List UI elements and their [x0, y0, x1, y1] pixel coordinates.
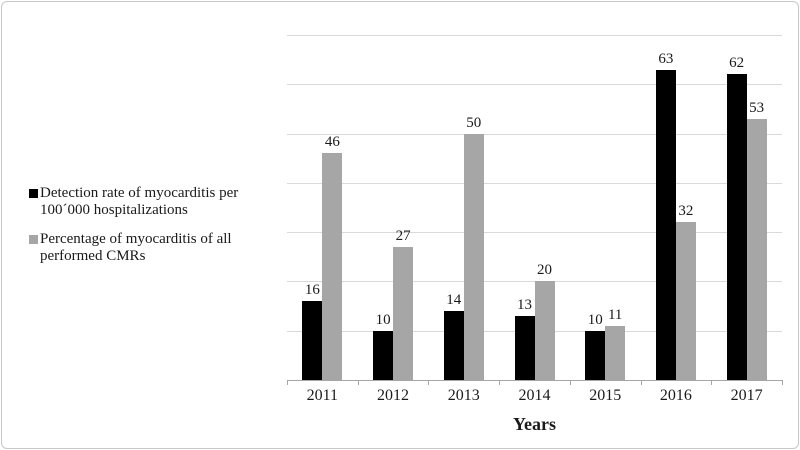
bar-value-label-series1-2013: 14	[446, 292, 462, 308]
bar-value-label-series1-2011: 16	[304, 282, 320, 299]
bar-series2-2013	[463, 133, 484, 380]
x-axis-tick	[428, 380, 430, 385]
x-axis-label-2016: 2016	[659, 387, 692, 404]
legend-item-2: Percentage of myocarditis of all perform…	[29, 231, 279, 265]
x-axis-label-2017: 2017	[730, 387, 763, 404]
x-axis-tick	[569, 380, 571, 385]
bar-value-label-series1-2014: 13	[517, 296, 532, 313]
bar-series2-2015	[605, 325, 626, 380]
bar-series1-2013	[443, 311, 464, 380]
bar-value-label-series2-2017: 53	[749, 99, 765, 116]
bar-value-label-series1-2015: 10	[587, 311, 603, 328]
x-axis-label-2012: 2012	[377, 387, 410, 404]
gridline-y-40	[287, 182, 782, 184]
bar-value-label-series2-2012: 27	[395, 227, 411, 244]
x-axis-line	[287, 380, 782, 381]
legend-item-label: Detection rate of myocarditis per 100´00…	[40, 185, 239, 218]
x-axis-tick	[640, 380, 642, 385]
x-axis-label-2013: 2013	[447, 387, 480, 404]
bar-value-label-series2-2013: 50	[466, 114, 482, 131]
bar-series1-2016	[655, 69, 676, 380]
x-axis-label-2011: 2011	[306, 387, 339, 404]
bar-series1-2015	[585, 330, 606, 380]
plot-area: 16 46 10 27 14 50 13 20 10 11 63 32 62 53	[287, 35, 783, 385]
legend-item-1: Detection rate of myocarditis per 100´00…	[29, 185, 279, 219]
x-axis-label-2015: 2015	[589, 387, 622, 404]
bar-value-label-series1-2016: 63	[658, 50, 674, 67]
legend-swatch-icon	[29, 189, 38, 198]
chart-legend: Detection rate of myocarditis per 100´00…	[29, 185, 279, 277]
bar-series2-2014	[534, 281, 555, 380]
x-axis-tick	[782, 380, 783, 385]
gridline-y-70	[287, 35, 782, 36]
bar-series2-2016	[675, 222, 696, 380]
legend-swatch-icon	[29, 235, 38, 244]
gridline-y-60	[287, 84, 782, 86]
gridline-y-50	[287, 133, 782, 135]
bar-value-label-series1-2017: 62	[729, 55, 745, 72]
bar-series1-2011	[302, 301, 323, 380]
bar-value-label-series2-2014: 20	[537, 262, 552, 279]
bar-value-label-series2-2011: 46	[324, 134, 340, 151]
x-axis-tick	[711, 380, 713, 385]
bar-series1-2017	[726, 74, 747, 380]
bar-value-label-series2-2016: 32	[678, 203, 694, 220]
x-axis-tick	[357, 380, 359, 385]
gridline-y-30	[287, 232, 782, 234]
legend-item-label: Percentage of myocarditis of all perform…	[40, 231, 232, 264]
x-axis-tick	[499, 380, 501, 385]
bar-series2-2011	[322, 153, 343, 380]
bar-value-label-series1-2012: 10	[375, 311, 391, 328]
bar-series1-2012	[373, 330, 394, 380]
x-axis-title: Years	[513, 414, 556, 434]
bar-value-label-series2-2015: 11	[607, 306, 623, 323]
x-axis-label-2014: 2014	[518, 387, 551, 404]
bar-series1-2014	[514, 315, 535, 380]
x-axis-tick	[287, 380, 288, 385]
bar-series2-2012	[393, 246, 414, 380]
bar-series2-2017	[746, 118, 767, 380]
